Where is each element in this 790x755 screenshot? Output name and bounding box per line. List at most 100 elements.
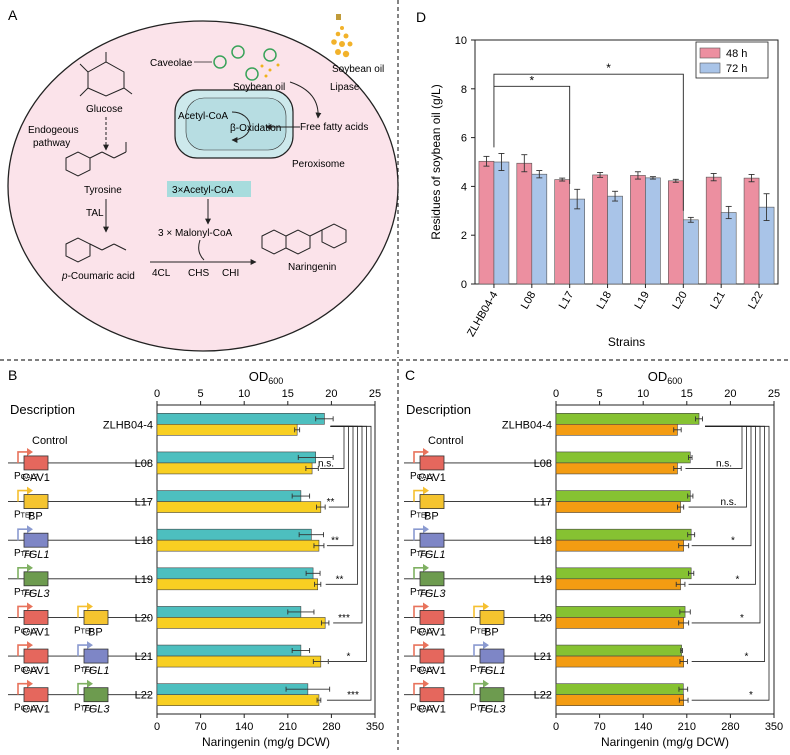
promoter-label-p_tef: PTEF <box>410 587 430 598</box>
beta-oxidation-label: β-Oxidation <box>230 123 281 134</box>
promoter-arrow <box>77 644 88 657</box>
promoter-arrowhead <box>27 641 33 650</box>
promoter-label-p_gal7: PGAL7 <box>410 625 435 636</box>
promoter-arrowhead <box>27 447 33 456</box>
significance-mark: * <box>731 536 735 547</box>
gene-box-bp <box>479 610 505 625</box>
significance-bracket <box>691 425 761 624</box>
gene-box-tgl1 <box>23 532 49 548</box>
promoter-label-p_gal7: PGAL7 <box>410 664 435 675</box>
promoter-arrowhead <box>27 602 33 611</box>
naringenin-label: Naringenin <box>288 262 336 273</box>
category-label: L19 <box>534 574 552 586</box>
promoter-arrowhead <box>27 525 33 534</box>
promoter-label-p_tef: PTEF <box>470 625 490 636</box>
gene-box-cav1 <box>419 610 445 625</box>
y-tick-label-d: 4 <box>461 181 467 193</box>
soybean-oil-top-label: Soybean oil <box>233 82 285 93</box>
gene-label-cav1: CAV1 <box>22 704 50 716</box>
bottom-tick-label: 280 <box>322 721 340 733</box>
bar-od600 <box>156 413 325 425</box>
naringenin-structure <box>261 223 347 255</box>
gene-label-cav1: CAV1 <box>22 665 50 677</box>
promoter-label-p_tef: PTEF <box>74 703 94 714</box>
panel-label-a: A <box>8 7 18 23</box>
promoter-label-p_gal7: PGAL7 <box>14 664 39 675</box>
bar-48h <box>705 176 722 285</box>
gene-label-tgl1: TGL1 <box>478 665 506 677</box>
bottom-tick-label: 350 <box>366 721 384 733</box>
bar-od600 <box>555 490 691 502</box>
bar-od600 <box>156 567 314 580</box>
gene-box-tgl1 <box>479 648 505 664</box>
chart-c: 0 5 10 15 20 25 0 70 140 210 280 350 OD600 Naringenin… <box>502 369 783 749</box>
y-axis-label-d: Residues of soybean oil (g/L) <box>429 84 443 239</box>
category-label: L20 <box>534 612 552 624</box>
x-tick-label-d: L20 <box>670 290 690 312</box>
gene-box-tgl1 <box>419 532 445 548</box>
promoter-arrowhead <box>423 486 429 495</box>
gene-box-cav1 <box>23 687 49 703</box>
x-tick-label-d: L08 <box>519 290 539 312</box>
category-label: ZLHB04-4 <box>502 419 552 431</box>
category-label: L17 <box>534 497 552 509</box>
promoter-label-p_gal7: PGAL7 <box>410 471 435 482</box>
bar-od600 <box>156 644 302 657</box>
peroxisome-label: Peroxisome <box>292 159 345 170</box>
bottom-tick-label: 140 <box>634 721 652 733</box>
promoter-label-p_gal7: PGAL7 <box>14 471 39 482</box>
significance-mark: ** <box>331 536 339 547</box>
bar-72h <box>607 195 623 285</box>
bar-naringenin <box>555 694 684 706</box>
significance-mark: n.s. <box>318 458 334 469</box>
significance-bracket <box>691 425 770 701</box>
top-axis-label: OD600 <box>648 369 683 386</box>
bar-od600 <box>555 451 691 464</box>
gene-box-tgl1 <box>83 648 109 664</box>
bottom-tick-label: 0 <box>154 721 160 733</box>
gene-box-bp <box>83 610 109 625</box>
enzyme-4cl: 4CL <box>152 268 171 279</box>
bar-od600 <box>156 528 312 541</box>
bar-72h <box>493 161 510 285</box>
significance-mark: * <box>347 652 351 663</box>
gene-label-cav1: CAV1 <box>22 472 50 484</box>
promoter-arrowhead <box>483 602 489 611</box>
significance-mark: * <box>749 690 753 701</box>
x-axis-label-d: Strains <box>608 335 645 349</box>
enzyme-chi: CHI <box>222 268 239 279</box>
significance-mark: n.s. <box>716 458 732 469</box>
promoter-arrow <box>17 451 28 463</box>
gene-box-tgl3 <box>479 687 505 703</box>
bar-72h <box>531 173 548 285</box>
promoter-arrow <box>473 605 484 618</box>
bar-od600 <box>555 528 692 541</box>
plot-frame-d <box>474 39 779 285</box>
bar-48h <box>743 177 760 285</box>
gene-box-cav1 <box>23 455 49 471</box>
significance-bracket <box>685 425 743 469</box>
legend-label-48h: 48 h <box>726 48 747 60</box>
chart-b: 0 5 10 15 20 25 0 70 140 210 280 350 OD600 Naringenin… <box>103 369 384 749</box>
gene-box-bp <box>23 494 49 509</box>
bar-naringenin <box>156 462 313 475</box>
category-label: ZLHB04-4 <box>103 419 153 431</box>
panel-label-b: B <box>8 367 17 383</box>
significance-mark: *** <box>338 613 350 624</box>
bar-od600 <box>156 451 317 464</box>
pathway-diagram: Acetyl-CoA β-Oxidation Free fatty acids … <box>7 14 399 352</box>
promoter-arrow <box>413 644 424 657</box>
promoter-arrow <box>77 605 88 618</box>
promoter-arrow <box>17 682 28 695</box>
significance-mark: *** <box>347 690 359 701</box>
bar-naringenin <box>555 501 681 513</box>
category-label: L08 <box>135 458 153 470</box>
y-tick-label-d: 0 <box>461 279 467 291</box>
bar-naringenin <box>555 655 684 668</box>
top-tick-label: 25 <box>369 388 381 400</box>
promoter-arrowhead <box>87 602 93 611</box>
gene-label-tgl3: TGL3 <box>82 704 110 716</box>
gene-box-cav1 <box>419 455 445 471</box>
bar-naringenin <box>156 539 320 552</box>
top-tick-label: 15 <box>282 388 294 400</box>
